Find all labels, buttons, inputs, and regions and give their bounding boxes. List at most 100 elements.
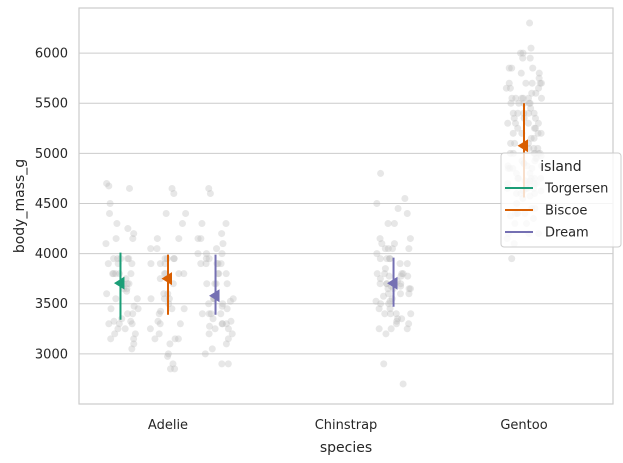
strip-point bbox=[387, 325, 395, 333]
strip-point bbox=[168, 184, 176, 192]
strip-point bbox=[527, 104, 535, 112]
y-tick-label: 4000 bbox=[35, 247, 68, 262]
strip-point bbox=[218, 320, 226, 328]
strip-point bbox=[103, 290, 111, 298]
strip-point bbox=[175, 270, 183, 278]
strip-point bbox=[219, 300, 227, 308]
strip-point bbox=[129, 235, 137, 243]
strip-point bbox=[103, 179, 111, 187]
strip-point bbox=[203, 280, 211, 288]
strip-point bbox=[527, 44, 535, 52]
strip-point bbox=[405, 245, 413, 253]
strip-point bbox=[398, 270, 406, 278]
strip-point bbox=[223, 280, 231, 288]
strip-point bbox=[385, 300, 393, 308]
strip-point bbox=[517, 69, 525, 77]
strip-point bbox=[390, 240, 398, 248]
strip-point bbox=[381, 265, 389, 273]
strip-point bbox=[222, 340, 230, 348]
strip-point bbox=[217, 310, 225, 318]
strip-point bbox=[161, 255, 169, 263]
strip-point bbox=[537, 94, 545, 102]
legend-box bbox=[500, 152, 622, 248]
strip-point bbox=[396, 260, 404, 268]
strip-point bbox=[219, 240, 227, 248]
strip-point bbox=[390, 220, 398, 228]
strip-point bbox=[178, 220, 186, 228]
strip-point bbox=[197, 260, 205, 268]
strip-point bbox=[384, 220, 392, 228]
strip-point bbox=[376, 235, 384, 243]
strip-point bbox=[105, 182, 113, 190]
strip-point bbox=[106, 210, 114, 218]
strip-point bbox=[133, 295, 141, 303]
strip-point bbox=[160, 290, 168, 298]
strip-point bbox=[515, 99, 523, 107]
strip-point bbox=[506, 84, 514, 92]
strip-point bbox=[134, 305, 142, 313]
strip-point bbox=[211, 325, 219, 333]
strip-point bbox=[124, 255, 132, 263]
strip-point bbox=[386, 255, 394, 263]
strip-point bbox=[405, 285, 413, 293]
strip-point bbox=[123, 285, 131, 293]
strip-point bbox=[537, 129, 545, 137]
y-axis-label: body_mass_g bbox=[12, 159, 28, 253]
strip-point bbox=[404, 272, 412, 280]
strip-point bbox=[392, 310, 400, 318]
y-tick-label: 5000 bbox=[35, 147, 68, 162]
strip-point bbox=[168, 305, 176, 313]
strip-point bbox=[207, 310, 215, 318]
x-tick-label: Gentoo bbox=[500, 418, 547, 433]
strip-point bbox=[405, 290, 413, 298]
strip-point bbox=[104, 260, 112, 268]
strip-point bbox=[202, 255, 210, 263]
strip-point bbox=[164, 352, 172, 360]
strip-point bbox=[128, 345, 136, 353]
strip-point bbox=[130, 230, 138, 238]
strip-point bbox=[205, 330, 213, 338]
strip-point bbox=[401, 194, 409, 202]
strip-point bbox=[384, 245, 392, 253]
strip-point bbox=[106, 199, 114, 207]
strip-point bbox=[403, 260, 411, 268]
strip-point bbox=[166, 340, 174, 348]
strip-point bbox=[125, 255, 133, 263]
x-axis-label: species bbox=[320, 440, 372, 456]
strip-point bbox=[507, 139, 515, 147]
strip-point bbox=[174, 335, 182, 343]
strip-point bbox=[385, 272, 393, 280]
strip-point bbox=[130, 302, 138, 310]
strip-point bbox=[526, 19, 534, 27]
strip-point bbox=[175, 235, 183, 243]
strip-point bbox=[205, 184, 213, 192]
strip-point bbox=[222, 220, 230, 228]
strip-point bbox=[170, 189, 178, 197]
strip-point bbox=[166, 365, 174, 373]
strip-point bbox=[525, 99, 533, 107]
strip-point bbox=[218, 250, 226, 258]
strip-point bbox=[131, 330, 139, 338]
strip-point bbox=[202, 260, 210, 268]
strip-point bbox=[511, 119, 519, 127]
y-tick-label: 3500 bbox=[35, 297, 68, 312]
strip-point bbox=[403, 210, 411, 218]
strip-point bbox=[123, 287, 131, 295]
strip-point bbox=[182, 210, 190, 218]
strip-point bbox=[376, 280, 384, 288]
y-tick-label: 6000 bbox=[35, 47, 68, 62]
strip-point bbox=[130, 340, 138, 348]
point-estimates bbox=[113, 103, 528, 320]
strip-point bbox=[114, 255, 122, 263]
strip-point bbox=[147, 260, 155, 268]
strip-point bbox=[377, 169, 385, 177]
y-tick-label: 3000 bbox=[35, 347, 68, 362]
y-tick-label: 4500 bbox=[35, 197, 68, 212]
mean-marker bbox=[387, 276, 398, 290]
strip-point bbox=[383, 255, 391, 263]
strip-point bbox=[110, 270, 118, 278]
strip-point bbox=[529, 64, 537, 72]
strip-point bbox=[224, 325, 232, 333]
strip-point bbox=[384, 285, 392, 293]
